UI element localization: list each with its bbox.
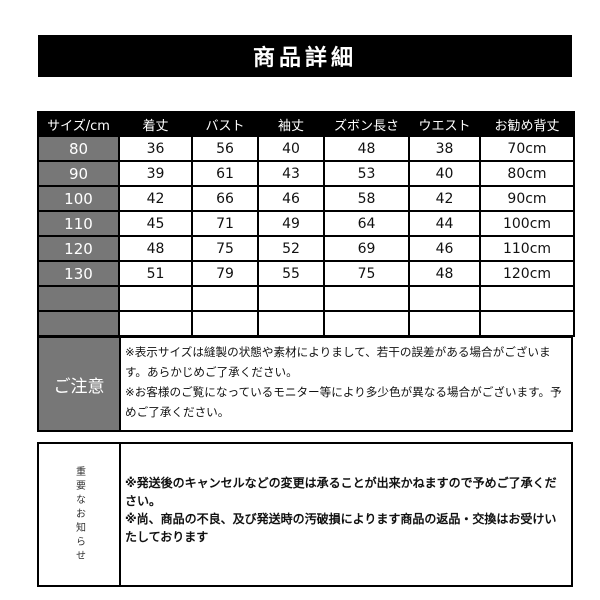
size-cell: 120 bbox=[37, 235, 120, 262]
table-cell: 75 bbox=[323, 260, 410, 287]
table-cell: 48 bbox=[323, 135, 410, 162]
table-cell bbox=[479, 310, 575, 337]
table-cell: 53 bbox=[323, 160, 410, 187]
table-cell bbox=[479, 285, 575, 312]
table-cell: 64 bbox=[323, 210, 410, 237]
table-cell: 69 bbox=[323, 235, 410, 262]
column-header: ズボン長さ bbox=[323, 111, 410, 137]
table-cell: 120cm bbox=[479, 260, 575, 287]
notice-line: ※発送後のキャンセルなどの変更は承ることが出来かねますので予めご了承ください。 bbox=[125, 476, 557, 508]
table-cell: 43 bbox=[257, 160, 325, 187]
table-cell: 49 bbox=[257, 210, 325, 237]
table-cell: 66 bbox=[191, 185, 259, 212]
caution-label: ご注意 bbox=[39, 338, 121, 430]
table-row: 100 42 66 46 58 42 90cm bbox=[37, 185, 575, 212]
table-cell: 56 bbox=[191, 135, 259, 162]
caution-box: ご注意 ※表示サイズは縫製の状態や素材によりまして、若干の誤差がある場合がござい… bbox=[37, 336, 573, 432]
size-cell: 110 bbox=[37, 210, 120, 237]
table-row: 110 45 71 49 64 44 100cm bbox=[37, 210, 575, 237]
table-cell: 70cm bbox=[479, 135, 575, 162]
size-cell: 80 bbox=[37, 135, 120, 162]
column-header: お勧め背丈 bbox=[479, 111, 575, 137]
table-header-row: サイズ/cm 着丈 バスト 袖丈 ズボン長さ ウエスト お勧め背丈 bbox=[37, 111, 575, 137]
table-cell: 71 bbox=[191, 210, 259, 237]
table-cell: 110cm bbox=[479, 235, 575, 262]
table-row: 130 51 79 55 75 48 120cm bbox=[37, 260, 575, 287]
table-cell: 52 bbox=[257, 235, 325, 262]
table-row: 90 39 61 43 53 40 80cm bbox=[37, 160, 575, 187]
table-cell: 80cm bbox=[479, 160, 575, 187]
table-cell: 48 bbox=[118, 235, 193, 262]
table-cell: 75 bbox=[191, 235, 259, 262]
column-header: ウエスト bbox=[408, 111, 481, 137]
table-cell: 36 bbox=[118, 135, 193, 162]
page-title: 商品詳細 bbox=[38, 35, 572, 77]
table-cell bbox=[408, 310, 481, 337]
size-cell bbox=[37, 310, 120, 337]
table-cell: 46 bbox=[257, 185, 325, 212]
caution-line: ※表示サイズは縫製の状態や素材によりまして、若干の誤差がある場合がございます。あ… bbox=[125, 345, 551, 379]
table-cell: 100cm bbox=[479, 210, 575, 237]
size-cell: 90 bbox=[37, 160, 120, 187]
important-notice-box: 重要なお知らせ ※発送後のキャンセルなどの変更は承ることが出来かねますので予めご… bbox=[37, 442, 573, 587]
table-row bbox=[37, 310, 575, 337]
column-header: サイズ/cm bbox=[37, 111, 120, 137]
table-cell bbox=[408, 285, 481, 312]
table-cell: 58 bbox=[323, 185, 410, 212]
table-cell: 40 bbox=[257, 135, 325, 162]
table-cell: 44 bbox=[408, 210, 481, 237]
table-cell bbox=[323, 310, 410, 337]
table-cell: 90cm bbox=[479, 185, 575, 212]
table-cell: 40 bbox=[408, 160, 481, 187]
size-cell: 130 bbox=[37, 260, 120, 287]
notice-label: 重要なお知らせ bbox=[73, 465, 85, 564]
table-cell: 51 bbox=[118, 260, 193, 287]
table-cell: 39 bbox=[118, 160, 193, 187]
table-cell: 79 bbox=[191, 260, 259, 287]
table-cell: 46 bbox=[408, 235, 481, 262]
table-cell: 42 bbox=[118, 185, 193, 212]
table-cell bbox=[118, 285, 193, 312]
column-header: バスト bbox=[191, 111, 259, 137]
table-cell bbox=[191, 285, 259, 312]
table-cell bbox=[118, 310, 193, 337]
caution-line: ※お客様のご覧になっているモニター等により多少色が異なる場合がございます。予めご… bbox=[125, 385, 562, 419]
notice-line: ※尚、商品の不良、及び発送時の汚破損によります商品の返品・交換はお受けいたしてお… bbox=[125, 512, 557, 544]
column-header: 袖丈 bbox=[257, 111, 325, 137]
table-cell: 38 bbox=[408, 135, 481, 162]
table-cell: 48 bbox=[408, 260, 481, 287]
table-row: 120 48 75 52 69 46 110cm bbox=[37, 235, 575, 262]
table-cell: 61 bbox=[191, 160, 259, 187]
table-cell bbox=[191, 310, 259, 337]
size-cell: 100 bbox=[37, 185, 120, 212]
table-cell: 55 bbox=[257, 260, 325, 287]
size-table: サイズ/cm 着丈 バスト 袖丈 ズボン長さ ウエスト お勧め背丈 80 36 56 40 48 38… bbox=[37, 111, 575, 337]
column-header: 着丈 bbox=[118, 111, 193, 137]
table-row: 80 36 56 40 48 38 70cm bbox=[37, 135, 575, 162]
table-row bbox=[37, 285, 575, 312]
table-cell bbox=[257, 285, 325, 312]
table-cell: 45 bbox=[118, 210, 193, 237]
table-cell: 42 bbox=[408, 185, 481, 212]
table-cell bbox=[323, 285, 410, 312]
table-cell bbox=[257, 310, 325, 337]
size-cell bbox=[37, 285, 120, 312]
